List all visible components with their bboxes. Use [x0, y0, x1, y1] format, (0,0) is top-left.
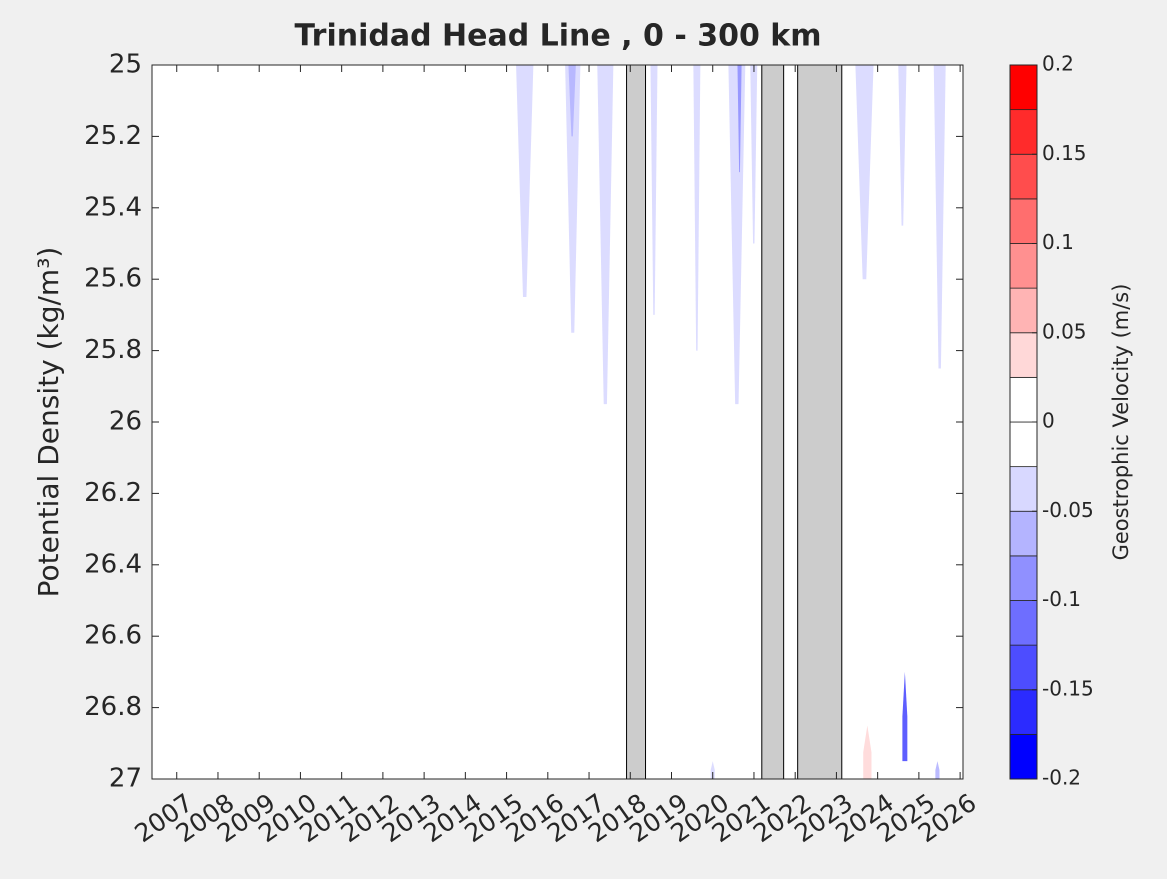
colorbar-tick-label: -0.15 [1042, 676, 1094, 700]
no-data-band [626, 64, 647, 780]
velocity-feature [597, 65, 614, 405]
colorbar-tick-label: -0.1 [1042, 587, 1081, 611]
y-tick-label: 27 [109, 764, 142, 794]
colorbar-band [1009, 109, 1038, 155]
colorbar-band [1009, 733, 1038, 780]
colorbar-band [1009, 243, 1038, 289]
colorbar-tick-label: 0.15 [1042, 141, 1087, 165]
no-data-band [797, 64, 843, 780]
y-tick-label: 26.8 [84, 692, 142, 722]
velocity-feature [650, 65, 658, 315]
colorbar-frame [1009, 64, 1038, 780]
colorbar-band [1009, 153, 1038, 200]
y-tick-label: 26.4 [84, 549, 142, 579]
colorbar-tick-label: -0.05 [1042, 498, 1094, 522]
velocity-feature [728, 65, 746, 405]
colorbar-tick-label: -0.2 [1042, 766, 1081, 790]
colorbar-band [1009, 689, 1038, 735]
colorbar-band [1009, 510, 1038, 557]
colorbar-band [1009, 64, 1038, 111]
colorbar-band [1009, 555, 1038, 601]
velocity-feature [902, 671, 908, 762]
y-tick-label: 25.2 [84, 121, 142, 151]
velocity-feature [935, 761, 940, 779]
colorbar-band [1009, 287, 1038, 334]
colorbar-band [1009, 332, 1038, 378]
colorbar-band [1009, 600, 1038, 646]
velocity-feature [693, 65, 701, 351]
velocity-feature [565, 65, 581, 333]
y-tick-label: 26.6 [84, 621, 142, 651]
colorbar-band [1009, 376, 1038, 423]
colorbar-tick-label: 0.05 [1042, 319, 1087, 343]
y-tick-label: 25.4 [84, 192, 142, 222]
velocity-feature [737, 65, 742, 173]
colorbar-label: Geostrophic Velocity (m/s) [1109, 284, 1133, 561]
velocity-feature [863, 725, 872, 779]
chart-title: Trinidad Head Line , 0 - 300 km [294, 19, 821, 54]
colorbar-tick-label: 0.1 [1042, 230, 1074, 254]
velocity-feature [516, 65, 534, 298]
colorbar-tick-label: 0 [1042, 409, 1055, 433]
y-tick-label: 26.2 [84, 478, 142, 508]
velocity-feature [855, 65, 874, 280]
velocity-feature [898, 65, 907, 226]
colorbar-band [1009, 466, 1038, 512]
no-data-band [761, 64, 785, 780]
y-tick-label: 26 [109, 407, 142, 437]
colorbar-band [1009, 644, 1038, 691]
y-tick-label: 25 [109, 50, 142, 80]
velocity-feature [750, 65, 758, 244]
y-axis-label: Potential Density (kg/m³) [32, 247, 65, 598]
velocity-feature [710, 761, 715, 779]
colorbar-band [1009, 421, 1038, 468]
velocity-feature [568, 65, 576, 137]
colorbar-band [1009, 198, 1038, 244]
colorbar-tick-label: 0.2 [1042, 52, 1074, 76]
y-tick-label: 25.8 [84, 335, 142, 365]
y-tick-label: 25.6 [84, 264, 142, 294]
velocity-feature [933, 65, 946, 369]
